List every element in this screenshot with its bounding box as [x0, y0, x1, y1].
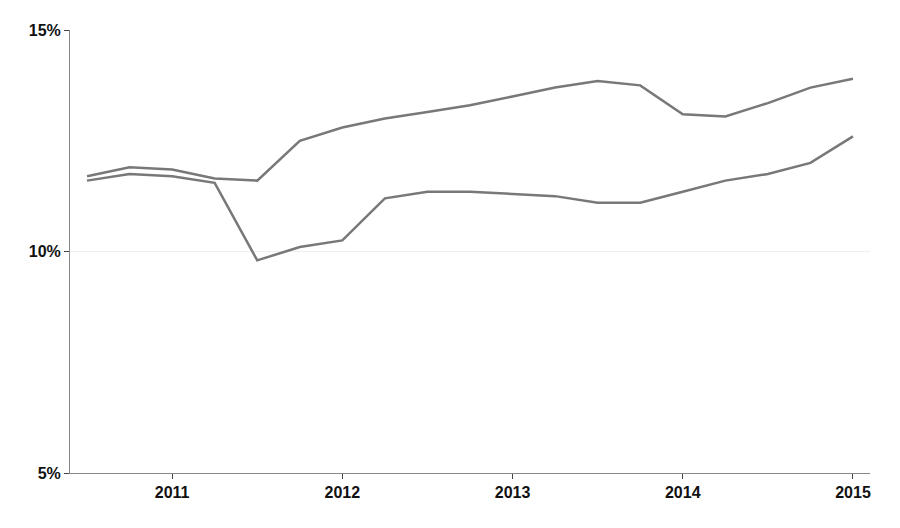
svg-text:2012: 2012	[325, 484, 361, 501]
svg-text:2011: 2011	[155, 484, 190, 501]
svg-text:2013: 2013	[495, 484, 531, 501]
svg-text:10%: 10%	[29, 243, 61, 260]
svg-text:2014: 2014	[665, 484, 701, 501]
svg-text:2015: 2015	[835, 484, 871, 501]
svg-text:15%: 15%	[29, 22, 61, 39]
svg-text:5%: 5%	[38, 465, 61, 482]
